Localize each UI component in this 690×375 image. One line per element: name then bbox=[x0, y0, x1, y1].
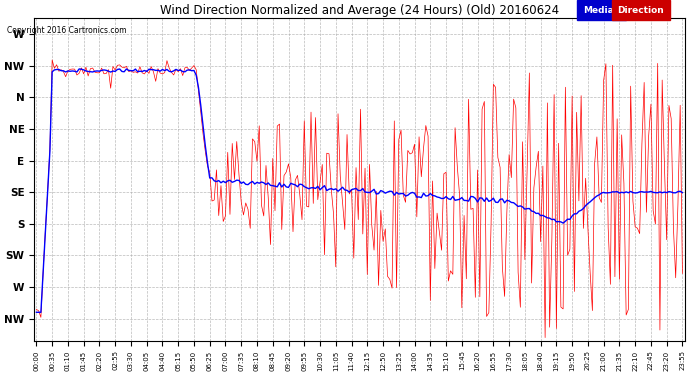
Text: Direction: Direction bbox=[618, 6, 664, 15]
Text: Median: Median bbox=[583, 6, 620, 15]
Title: Wind Direction Normalized and Average (24 Hours) (Old) 20160624: Wind Direction Normalized and Average (2… bbox=[160, 4, 559, 17]
Text: Copyright 2016 Cartronics.com: Copyright 2016 Cartronics.com bbox=[7, 26, 126, 35]
